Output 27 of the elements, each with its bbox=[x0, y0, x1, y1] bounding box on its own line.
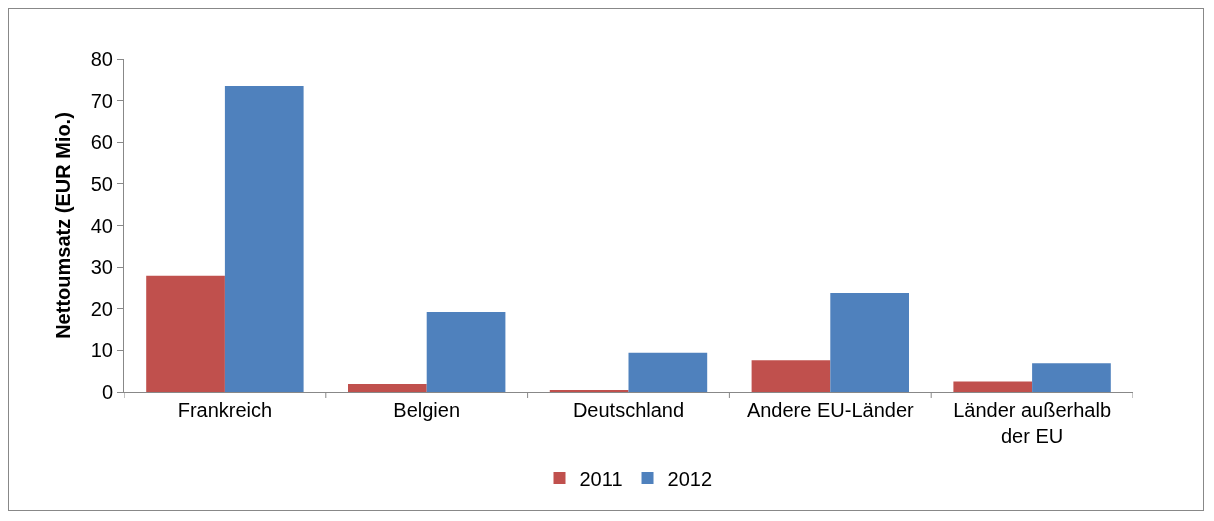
y-tick-label: 10 bbox=[90, 339, 113, 362]
y-tick-label: 70 bbox=[90, 89, 113, 112]
legend-label: 2012 bbox=[667, 467, 713, 490]
x-tick-label: Andere EU-Länder bbox=[746, 399, 915, 421]
bar bbox=[628, 352, 708, 392]
bar bbox=[1032, 363, 1111, 392]
bar bbox=[426, 312, 506, 392]
y-tick-label: 0 bbox=[101, 381, 113, 403]
y-axis-title: Nettoumsatz (EUR Mio.) bbox=[52, 112, 75, 339]
y-tick-label: 60 bbox=[90, 131, 113, 154]
x-tick-label: Länder außerhalb der EU bbox=[953, 399, 1112, 447]
x-tick-label: Belgien bbox=[393, 399, 461, 421]
bar bbox=[146, 275, 225, 392]
bar bbox=[348, 384, 427, 392]
x-tick-label: Frankreich bbox=[177, 399, 273, 421]
bar bbox=[224, 86, 304, 392]
y-tick-label: 50 bbox=[90, 172, 113, 195]
y-tick-label: 80 bbox=[90, 48, 113, 70]
y-tick-label: 40 bbox=[90, 214, 113, 237]
y-tick-label: 20 bbox=[90, 297, 113, 320]
legend-label: 2011 bbox=[579, 467, 623, 490]
bar bbox=[549, 389, 629, 392]
bar bbox=[830, 292, 909, 392]
bar bbox=[751, 360, 831, 392]
bar bbox=[953, 381, 1033, 392]
y-tick-label: 30 bbox=[90, 256, 113, 279]
x-tick-label: Deutschland bbox=[572, 399, 685, 421]
